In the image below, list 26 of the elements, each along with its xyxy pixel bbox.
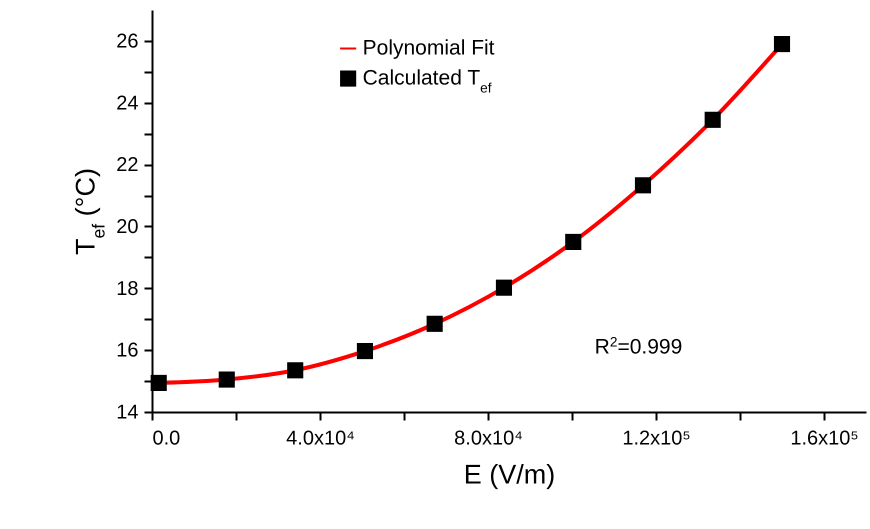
x-tick-label: 1.2x10⁵ — [622, 428, 691, 450]
x-tick-label: 1.6x10⁵ — [790, 428, 859, 450]
legend-label: Calculated T$_{ef}$ — [362, 66, 492, 95]
point — [634, 177, 652, 194]
legend-label: Polynomial Fit — [362, 36, 495, 60]
y-tick-label: 16 — [116, 340, 138, 362]
y-tick-label: 26 — [116, 30, 138, 52]
point — [774, 36, 790, 52]
point — [496, 280, 512, 296]
point — [287, 362, 304, 378]
point — [426, 316, 443, 332]
y-tick-label: 14 — [116, 402, 138, 424]
point — [704, 112, 721, 128]
x-tick-label: 8.0x10⁴ — [454, 428, 523, 450]
y-tick-label: 22 — [116, 154, 138, 176]
point — [218, 371, 235, 388]
y-tick-label: 18 — [116, 278, 138, 300]
point — [356, 343, 374, 360]
point — [150, 374, 167, 391]
y-tick-label: 24 — [116, 92, 138, 114]
y-tick-label: 20 — [116, 216, 138, 238]
x-axis-title: E (V/m) — [464, 460, 556, 490]
annotation: R$^{2}$=0.999 — [594, 334, 682, 359]
x-tick-label: 0.0 — [152, 428, 180, 450]
x-tick-label: 4.0x10⁴ — [286, 428, 355, 450]
point — [565, 234, 582, 250]
